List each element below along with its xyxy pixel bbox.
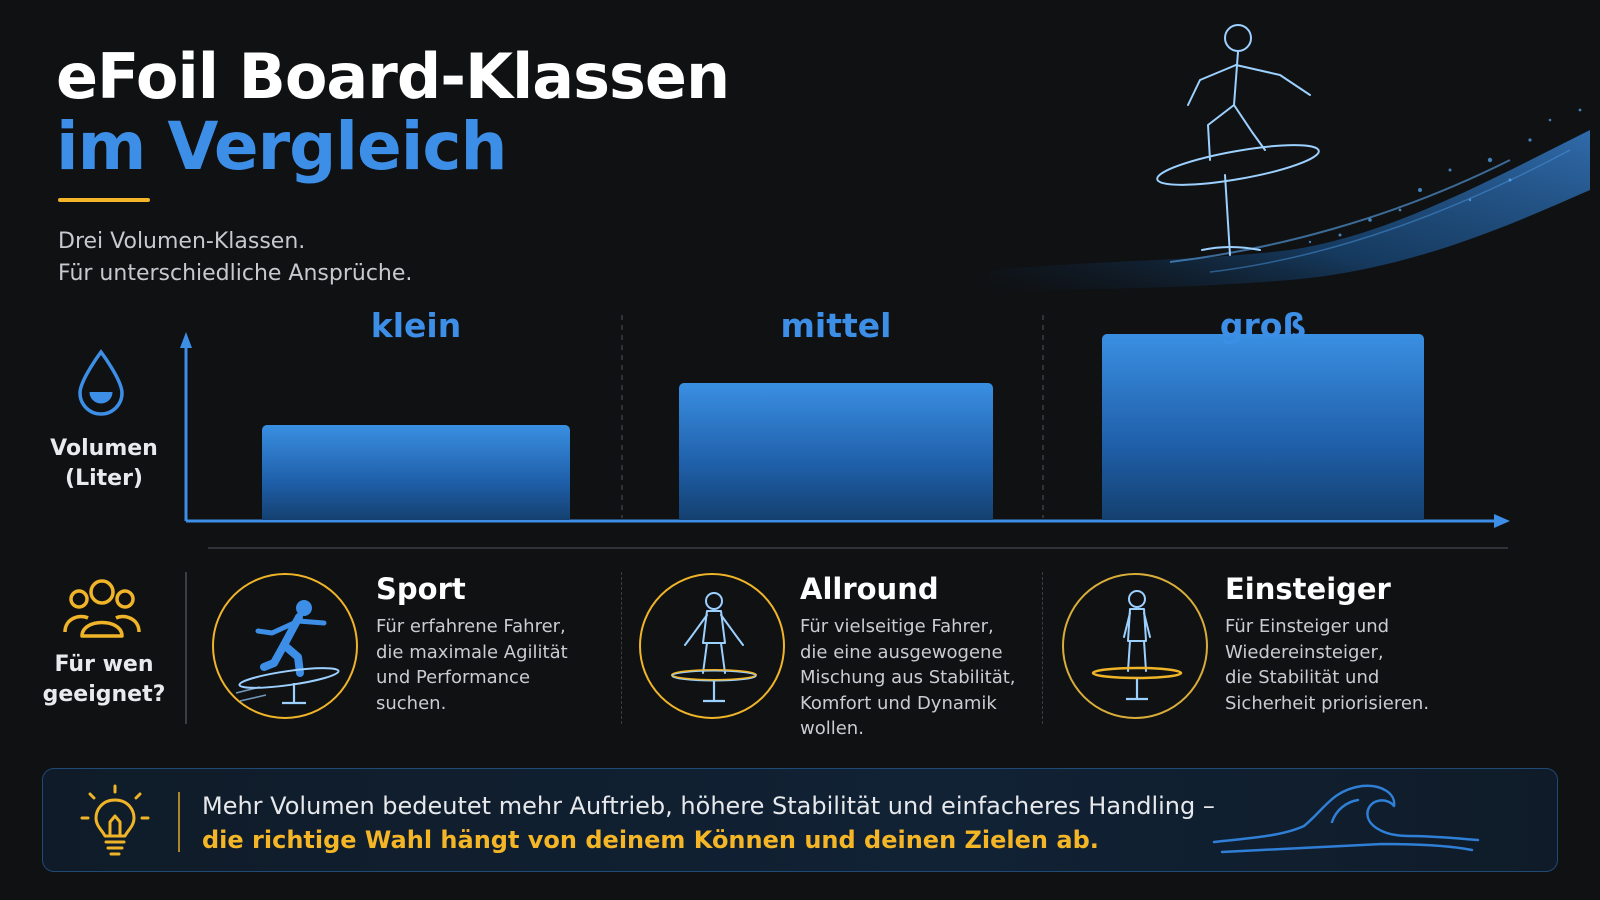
category-label-2: mittel xyxy=(780,306,892,345)
y-axis-label-line-1: Volumen xyxy=(50,436,158,461)
water-drop-icon xyxy=(78,349,124,416)
y-axis-label: Volumen (Liter) xyxy=(40,434,168,494)
column-divider xyxy=(185,572,187,724)
subtitle-line-1: Drei Volumen-Klassen. xyxy=(58,229,306,254)
persona-description-line: wollen. xyxy=(800,718,864,739)
wave-icon xyxy=(1212,784,1480,854)
subtitle-line-2: Für unterschiedliche Ansprüche. xyxy=(58,261,413,286)
persona-description-allround: Für vielseitige Fahrer, die eine ausgewo… xyxy=(800,614,1040,742)
persona-avatar-sport xyxy=(212,573,358,719)
persona-title-einsteiger: Einsteiger xyxy=(1225,572,1391,606)
category-label-1: klein xyxy=(370,306,462,345)
info-text: Mehr Volumen bedeutet mehr Auftrieb, höh… xyxy=(202,792,1215,820)
page-title: eFoil Board-Klassen xyxy=(56,40,730,113)
persona-description-line: die eine ausgewogene xyxy=(800,641,1003,663)
lightbulb-icon xyxy=(80,784,150,856)
column-divider xyxy=(1042,572,1044,724)
persona-description-einsteiger: Für Einsteiger und Wiedereinsteiger, die… xyxy=(1225,614,1475,716)
persona-description-line: die maximale Agilität xyxy=(376,641,568,663)
persona-title-allround: Allround xyxy=(800,572,939,606)
subtitle: Drei Volumen-Klassen. Für unterschiedlic… xyxy=(58,226,412,290)
persona-description-line: Für Einsteiger und xyxy=(1225,616,1390,637)
bar-3 xyxy=(1102,334,1424,520)
efoil-rider-illustration xyxy=(990,24,1590,290)
persona-description-line: Für erfahrene Fahrer, xyxy=(376,616,566,637)
people-group-icon xyxy=(63,579,141,638)
suitability-label: Für wen geeignet? xyxy=(40,650,168,710)
bar-2 xyxy=(679,383,993,520)
info-box xyxy=(42,768,1558,872)
y-axis-label-line-2: (Liter) xyxy=(65,466,143,491)
page-title-highlight: im Vergleich xyxy=(56,108,508,185)
persona-description-line: Mischung aus Stabilität, xyxy=(800,667,1016,688)
persona-description-line: Wiedereinsteiger, xyxy=(1225,641,1384,663)
bar-1 xyxy=(262,425,570,520)
persona-title-sport: Sport xyxy=(376,572,466,606)
persona-description-line: die Stabilität und xyxy=(1225,667,1380,688)
suitability-label-line-1: Für wen xyxy=(54,652,154,677)
persona-description-line: Sicherheit priorisieren. xyxy=(1225,692,1430,714)
title-underline xyxy=(58,198,150,202)
persona-description-line: suchen. xyxy=(376,692,447,714)
info-highlight-text: die richtige Wahl hängt von deinem Könne… xyxy=(202,826,1099,854)
category-label-3: groß xyxy=(1219,306,1307,345)
persona-description-line: Für vielseitige Fahrer, xyxy=(800,616,994,637)
allround-rider-icon xyxy=(671,592,757,703)
sport-rider-icon xyxy=(235,600,340,705)
beginner-rider-icon xyxy=(1091,590,1183,701)
persona-description-line: und Performance xyxy=(376,667,531,688)
column-divider xyxy=(621,572,623,724)
info-separator xyxy=(178,792,180,852)
persona-description-sport: Für erfahrene Fahrer, die maximale Agili… xyxy=(376,614,616,716)
persona-avatar-allround xyxy=(639,573,785,719)
persona-avatar-einsteiger xyxy=(1062,573,1208,719)
persona-description-line: Komfort und Dynamik xyxy=(800,692,997,714)
suitability-label-line-2: geeignet? xyxy=(42,682,166,707)
